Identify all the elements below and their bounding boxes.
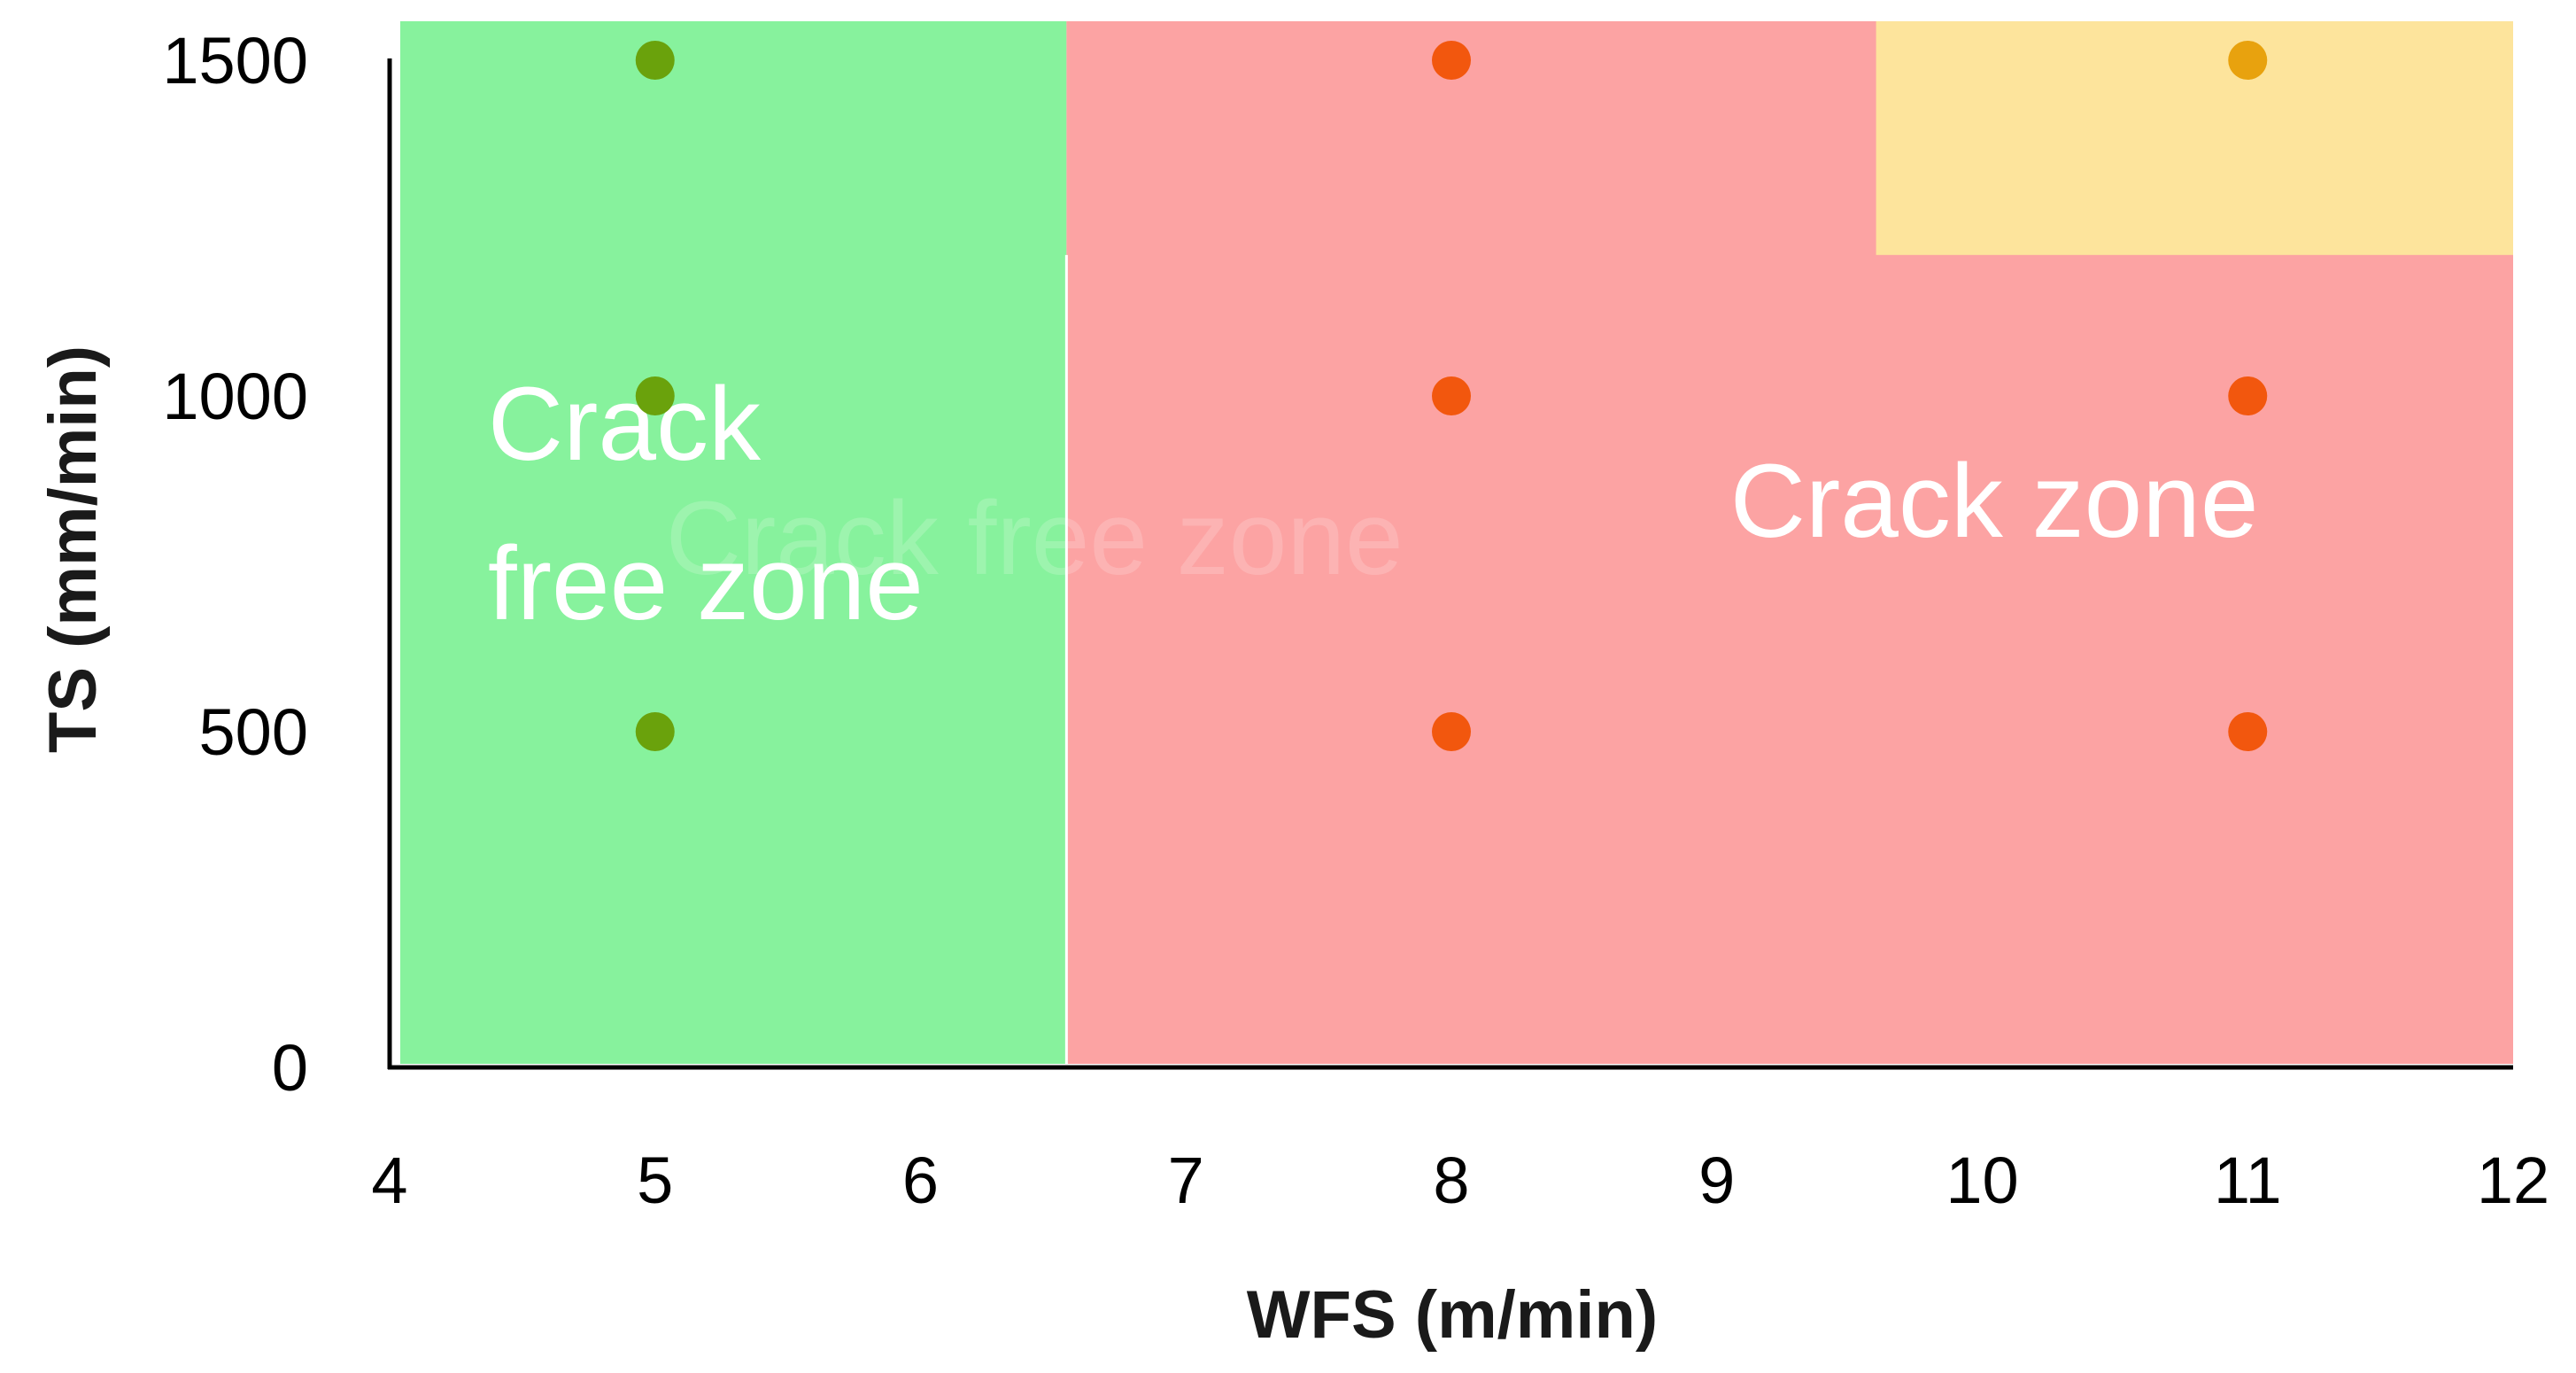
crack-point xyxy=(1432,712,1471,751)
y-tick-label: 0 xyxy=(272,1031,308,1105)
crack-free-zone xyxy=(400,21,1067,1064)
crack-free-zone-label-line: free zone xyxy=(488,525,924,642)
x-tick-label: 4 xyxy=(371,1144,407,1217)
tick-labels: 4 5 6 7 8 9 10 11 12 0 500 1000 1500 xyxy=(162,24,2549,1217)
x-tick-label: 8 xyxy=(1433,1144,1469,1217)
transition-point xyxy=(2228,41,2268,80)
y-tick-label: 1500 xyxy=(162,24,308,97)
data-points xyxy=(635,41,2268,751)
crack-point xyxy=(1432,41,1471,80)
crack-free-point xyxy=(635,712,675,751)
x-axis-title: WFS (m/min) xyxy=(1247,1277,1658,1353)
x-tick-label: 10 xyxy=(1946,1144,2018,1217)
crack-point xyxy=(1432,376,1471,415)
crack-free-zone-label-line: Crack xyxy=(488,366,762,483)
crack-free-point xyxy=(635,41,675,80)
x-tick-label: 6 xyxy=(902,1144,939,1217)
watermark-text: Crack free zone xyxy=(666,480,1404,597)
crack-point xyxy=(2228,376,2268,415)
crack-zone-label-line: Crack zone xyxy=(1730,443,2259,560)
x-tick-label: 12 xyxy=(2477,1144,2549,1217)
crack-zone-label: Crack zone xyxy=(1730,443,2259,560)
crack-free-point xyxy=(635,376,675,415)
axes xyxy=(387,58,2513,1070)
x-tick-label: 5 xyxy=(637,1144,673,1217)
x-tick-label: 9 xyxy=(1698,1144,1735,1217)
y-tick-label: 500 xyxy=(199,695,308,769)
y-axis-title: TS (mm/min) xyxy=(35,345,111,753)
transition-zone xyxy=(1876,21,2513,255)
x-tick-label: 11 xyxy=(2214,1144,2282,1217)
crack-point xyxy=(2228,712,2268,751)
zone-layer xyxy=(400,21,2513,1064)
x-tick-label: 7 xyxy=(1168,1144,1204,1217)
y-tick-label: 1000 xyxy=(162,360,308,433)
crack-free-zone-label: Crack free zone xyxy=(488,366,924,642)
